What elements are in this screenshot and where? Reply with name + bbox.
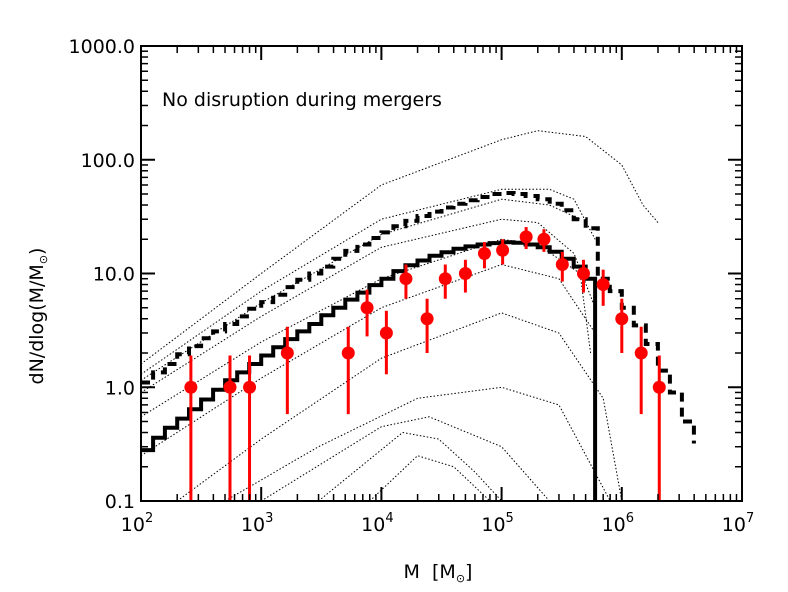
y-tick-label: 0.1 xyxy=(105,491,135,513)
point-marker xyxy=(438,272,452,286)
x-tick-label: 106 xyxy=(602,511,634,536)
point-marker xyxy=(555,257,569,271)
y-axis-title-suffix: ) xyxy=(26,248,48,255)
point-marker xyxy=(615,312,629,326)
observed-point-19 xyxy=(615,298,629,354)
point-marker xyxy=(399,272,413,286)
point-marker xyxy=(280,346,294,360)
point-marker xyxy=(184,380,198,394)
observed-point-6 xyxy=(360,289,374,337)
y-tick-label: 100.0 xyxy=(81,150,135,172)
x-tick-base: 10 xyxy=(722,514,746,536)
observed-point-15 xyxy=(537,229,551,252)
observed-point-13 xyxy=(496,239,510,265)
observed-point-3 xyxy=(243,355,257,501)
point-marker xyxy=(458,267,472,280)
observed-point-5 xyxy=(341,326,355,415)
observed-point-9 xyxy=(420,298,434,354)
point-marker xyxy=(360,301,374,315)
y-tick-label: 1.0 xyxy=(105,377,135,399)
point-marker xyxy=(496,243,510,257)
x-tick-base: 10 xyxy=(361,514,385,536)
point-marker xyxy=(223,380,237,394)
point-marker xyxy=(576,267,590,280)
observed-point-11 xyxy=(458,259,472,293)
x-tick-base: 10 xyxy=(602,514,626,536)
observed-point-18 xyxy=(596,269,610,306)
x-tick-base: 10 xyxy=(241,514,265,536)
histogram-model-solid xyxy=(141,240,598,501)
x-tick-label: 102 xyxy=(121,511,153,536)
x-tick-exp: 4 xyxy=(385,511,393,526)
observed-point-7 xyxy=(379,310,393,375)
observed-point-2 xyxy=(223,355,237,501)
component-curves xyxy=(141,130,659,501)
observed-point-10 xyxy=(438,264,452,299)
point-marker xyxy=(596,278,610,292)
x-tick-exp: 3 xyxy=(265,511,273,526)
observed-point-8 xyxy=(399,264,413,299)
point-marker xyxy=(519,230,533,244)
point-marker xyxy=(243,380,257,394)
x-tick-label: 103 xyxy=(241,511,273,536)
x-tick-base: 10 xyxy=(481,514,505,536)
point-marker xyxy=(477,246,491,260)
observed-point-12 xyxy=(477,242,491,269)
point-marker xyxy=(537,232,551,246)
x-axis-title-sun: ⊙ xyxy=(456,572,465,585)
y-axis-title-prefix: dN/dlog(M/M xyxy=(26,264,48,384)
component-curve-dotted-8 xyxy=(224,386,611,501)
x-tick-exp: 2 xyxy=(145,511,153,526)
y-axis-title-sun: ⊙ xyxy=(37,255,50,264)
x-tick-label: 104 xyxy=(361,511,393,536)
x-axis-title-main: M xyxy=(404,561,420,583)
y-tick-label: 10.0 xyxy=(93,264,135,286)
observed-point-20 xyxy=(634,326,648,415)
x-tick-exp: 7 xyxy=(746,511,754,526)
observed-points xyxy=(184,227,666,501)
component-curve-dotted-11 xyxy=(369,455,491,501)
point-marker xyxy=(341,346,355,360)
component-curve-dotted-1 xyxy=(141,130,659,365)
histogram-model-dashed xyxy=(141,191,696,444)
point-marker xyxy=(379,326,393,340)
point-marker xyxy=(420,312,434,326)
point-marker xyxy=(652,380,666,394)
observed-point-21 xyxy=(652,355,666,501)
observed-point-16 xyxy=(555,251,569,282)
point-marker xyxy=(634,346,648,360)
x-tick-exp: 5 xyxy=(506,511,514,526)
x-tick-base: 10 xyxy=(121,514,145,536)
x-axis-title-unit: M xyxy=(439,561,455,583)
x-axis-title: M [M⊙] xyxy=(404,561,473,585)
x-tick-label: 107 xyxy=(722,511,754,536)
model-histograms xyxy=(141,191,696,501)
component-curve-dotted-3 xyxy=(141,198,581,381)
observed-point-4 xyxy=(280,326,294,415)
component-curve-dotted-7 xyxy=(176,312,623,501)
observed-point-1 xyxy=(184,355,198,501)
x-tick-exp: 6 xyxy=(626,511,634,526)
observed-point-14 xyxy=(519,227,533,250)
component-curve-dotted-6 xyxy=(141,263,596,457)
annotation-label: No disruption during mergers xyxy=(162,89,442,111)
component-curve-dotted-9 xyxy=(260,416,550,501)
x-tick-label: 105 xyxy=(481,511,513,536)
observed-point-17 xyxy=(576,259,590,293)
component-curve-dotted-10 xyxy=(318,431,502,501)
y-tick-label: 1000.0 xyxy=(69,36,135,58)
y-axis-title: dN/dlog(M/M⊙) xyxy=(26,248,50,385)
component-curve-dotted-2 xyxy=(141,188,596,375)
